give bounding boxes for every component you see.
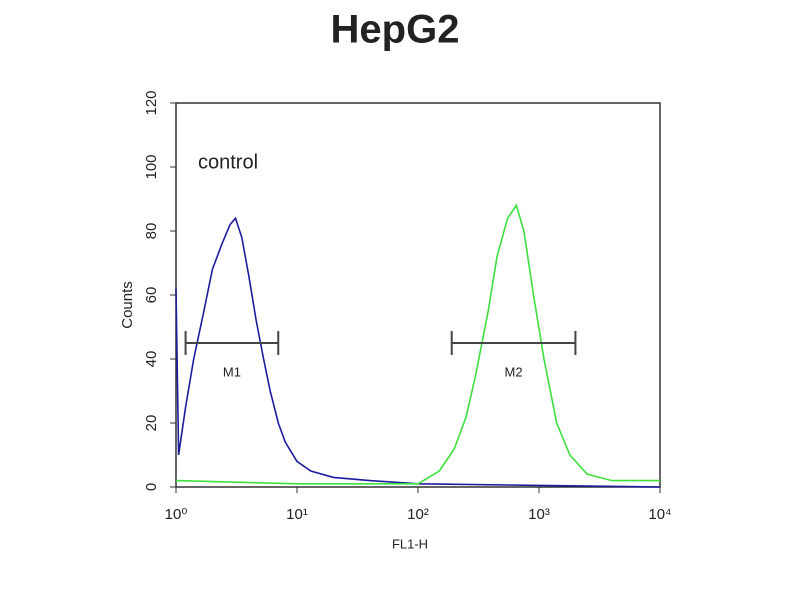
y-tick-label: 120 [143,90,160,115]
y-tick-label: 80 [143,223,160,240]
x-tick-label: 10⁴ [648,506,671,523]
chart-title: HepG2 [331,8,460,52]
x-axis-label: FL1-H [392,536,428,551]
y-tick-label: 40 [143,351,160,368]
y-axis-label: Counts [119,281,136,329]
x-tick-label: 10¹ [286,506,308,523]
y-tick-label: 60 [143,287,160,304]
marker-label: M1 [223,364,241,379]
y-tick-label: 100 [143,154,160,179]
x-tick-label: 10² [407,506,429,523]
series-line [175,216,661,488]
series-line [175,203,660,485]
y-tick-label: 20 [143,415,160,432]
annotation: control [198,151,258,173]
x-tick-label: 10³ [528,506,550,523]
x-tick-label: 10⁰ [165,506,188,523]
marker-label: M2 [505,364,523,379]
y-tick-label: 0 [143,483,160,491]
